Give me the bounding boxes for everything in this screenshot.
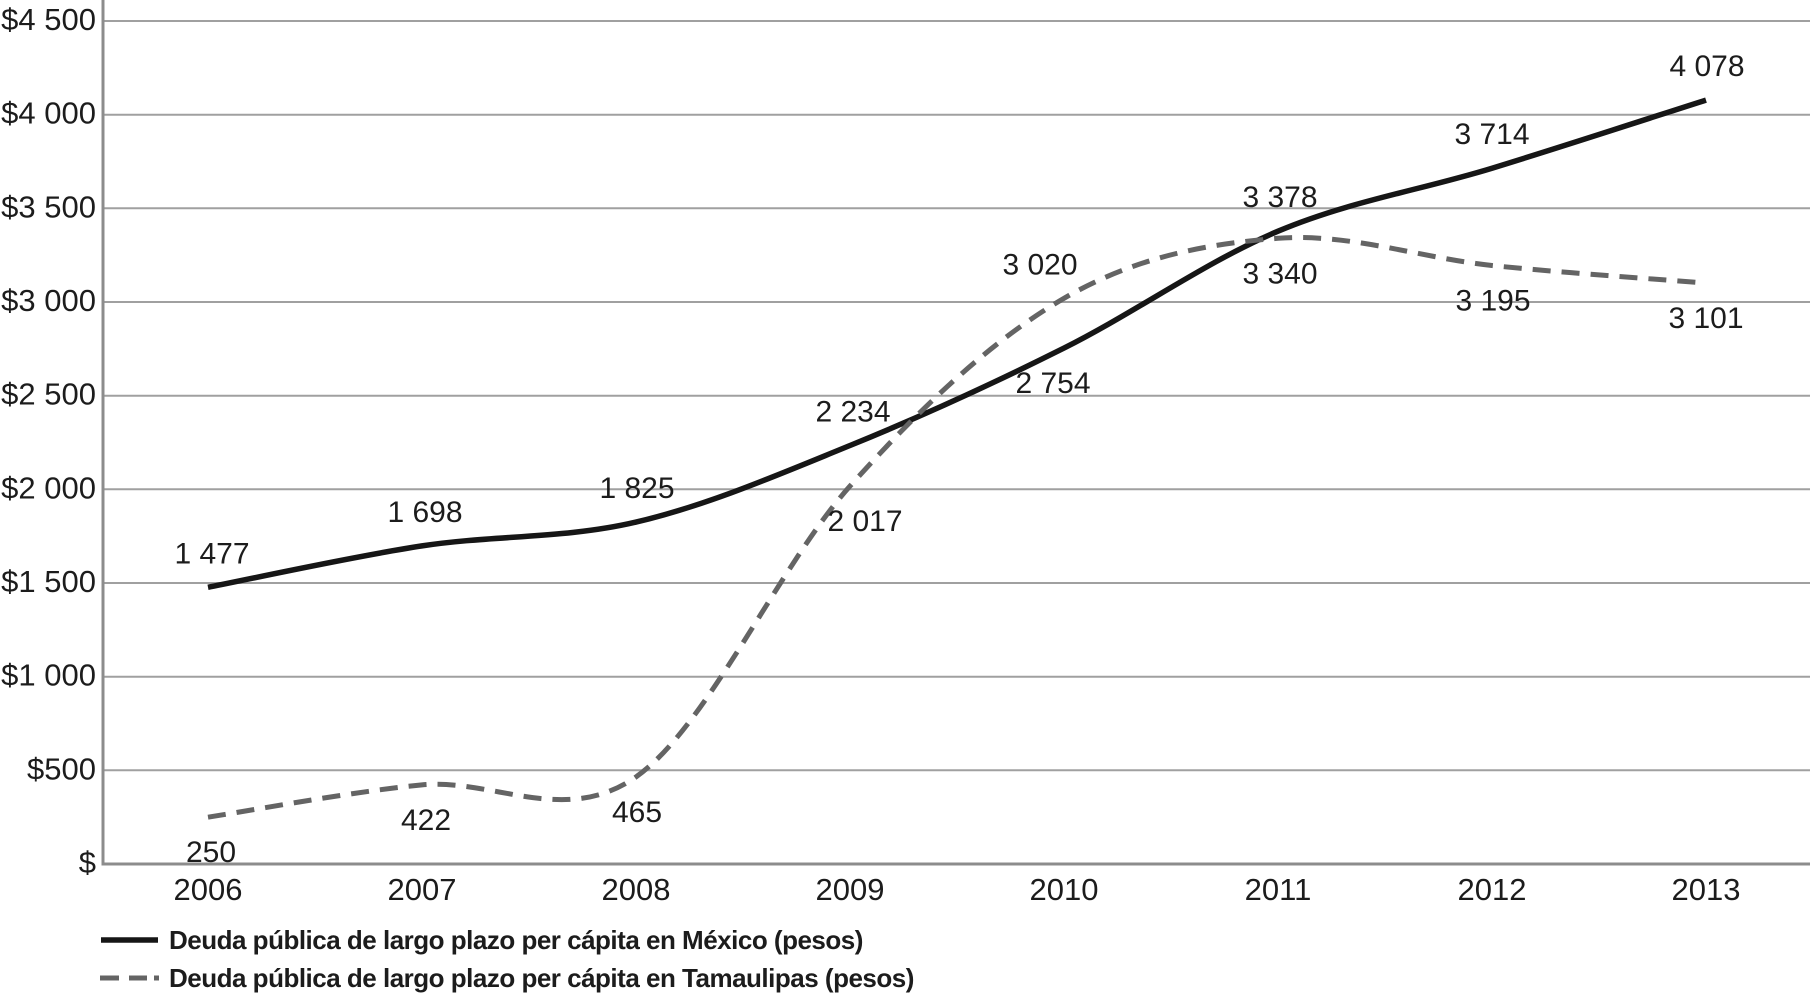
dashed-line-swatch-icon xyxy=(100,975,159,981)
x-axis-year-label: 2009 xyxy=(816,872,885,907)
legend-item-mexico: Deuda pública de largo plazo per cápita … xyxy=(100,921,914,959)
data-label-tamaulipas-2010: 3 020 xyxy=(1002,248,1077,281)
legend-label-tamaulipas: Deuda pública de largo plazo per cápita … xyxy=(169,962,914,993)
mexico-line xyxy=(207,97,1707,590)
y-axis-tick-label: $500 xyxy=(27,751,96,786)
data-label-tamaulipas-2011: 3 340 xyxy=(1242,257,1317,290)
y-axis-tick-label: $1 000 xyxy=(1,658,96,693)
y-axis-labels: $ $500 $1 000 $1 500 $2 000 $2 500 $3 000 $3 50… xyxy=(1,2,96,880)
y-axis-tick-label: $4 000 xyxy=(1,96,96,131)
data-label-mexico-2008: 1 825 xyxy=(599,472,674,505)
x-axis-year-label: 2010 xyxy=(1030,872,1099,907)
x-axis-year-label: 2011 xyxy=(1245,872,1312,907)
y-axis-tick-label: $3 500 xyxy=(1,189,96,224)
data-label-tamaulipas-2012: 3 195 xyxy=(1455,285,1530,318)
chart-legend: Deuda pública de largo plazo per cápita … xyxy=(100,921,914,997)
gridlines xyxy=(103,20,1810,772)
data-label-mexico-2007: 1 698 xyxy=(387,496,462,529)
data-label-tamaulipas-2009: 2 017 xyxy=(827,505,902,538)
y-axis-tick-label: $ xyxy=(79,845,96,880)
series-lines xyxy=(207,97,1707,820)
data-label-tamaulipas-2013: 3 101 xyxy=(1668,302,1743,335)
data-label-mexico-2010: 2 754 xyxy=(1015,367,1090,400)
data-label-tamaulipas-2008: 465 xyxy=(612,796,662,829)
data-labels: 1 477 1 698 1 825 2 234 2 754 3 378 3 714 4 078… xyxy=(174,50,1744,869)
y-axis-tick-label: $3 000 xyxy=(1,283,96,318)
data-label-mexico-2011: 3 378 xyxy=(1242,181,1317,214)
data-label-tamaulipas-2006: 250 xyxy=(186,836,236,869)
x-axis-year-label: 2006 xyxy=(174,872,243,907)
x-axis-year-label: 2013 xyxy=(1672,872,1741,907)
data-label-mexico-2009: 2 234 xyxy=(815,396,890,429)
legend-label-mexico: Deuda pública de largo plazo per cápita … xyxy=(169,924,863,955)
data-label-mexico-2013: 4 078 xyxy=(1669,50,1744,83)
x-axis-year-label: 2012 xyxy=(1458,872,1527,907)
y-axis-tick-label: $2 500 xyxy=(1,377,96,412)
x-axis-year-label: 2007 xyxy=(388,872,457,907)
y-axis-tick-label: $1 500 xyxy=(1,564,96,599)
axes xyxy=(101,0,1810,866)
y-axis-tick-label: $4 500 xyxy=(1,2,96,37)
x-axis-year-label: 2008 xyxy=(602,872,671,907)
data-label-mexico-2012: 3 714 xyxy=(1454,118,1529,151)
y-axis-tick-label: $2 000 xyxy=(1,470,96,505)
data-label-tamaulipas-2007: 422 xyxy=(401,804,451,837)
legend-item-tamaulipas: Deuda pública de largo plazo per cápita … xyxy=(100,959,914,997)
data-label-mexico-2006: 1 477 xyxy=(174,537,249,570)
x-axis-labels: 2006 2007 2008 2009 2010 2011 2012 2013 xyxy=(174,872,1741,907)
tamaulipas-line xyxy=(207,235,1707,820)
solid-line-swatch-icon xyxy=(101,937,158,943)
